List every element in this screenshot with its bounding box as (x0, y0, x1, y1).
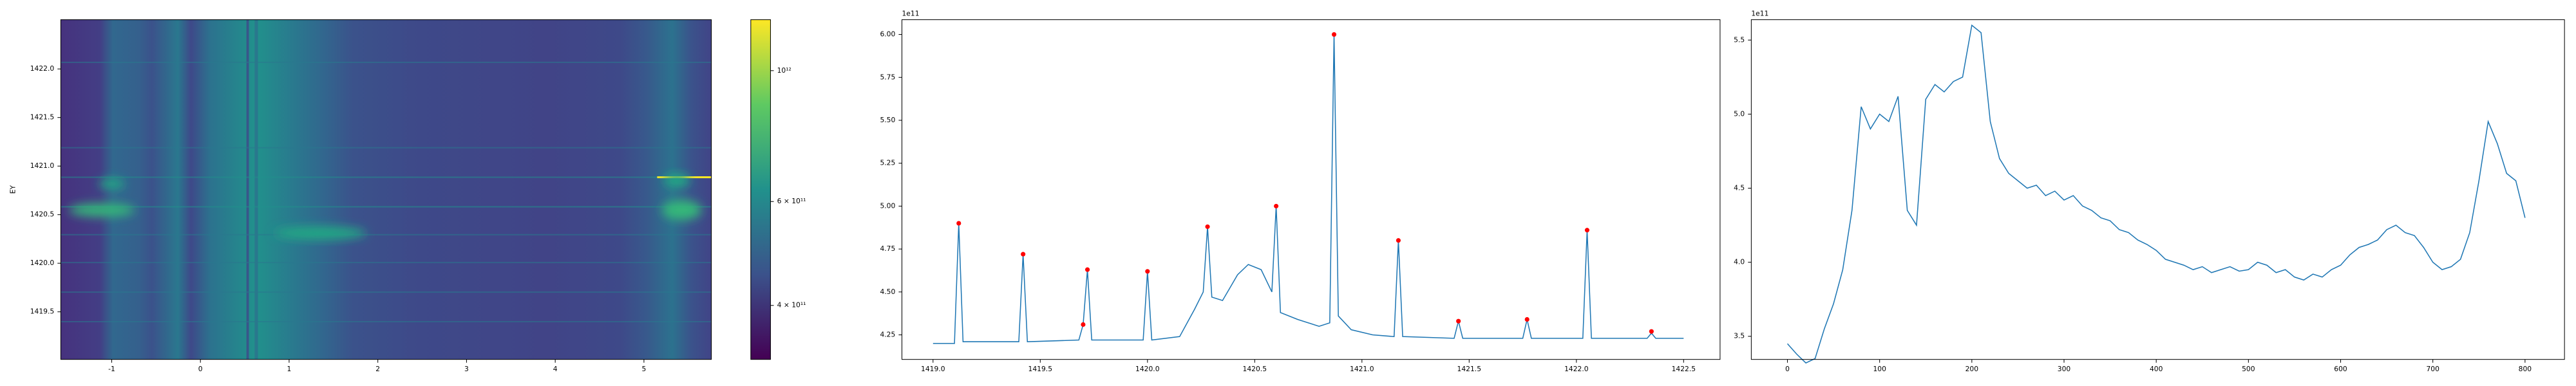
x-tick-label: 1419.5 (1028, 365, 1052, 373)
x-tick-label: 1420.5 (1243, 365, 1267, 373)
y-tick-label: 1422.0 (30, 64, 55, 73)
y-tick-label: 3.5 (1734, 332, 1745, 340)
peak-marker (956, 221, 961, 226)
y-tick-label: 4.25 (880, 331, 895, 339)
x-tick-label: 700 (2426, 365, 2439, 373)
line (933, 34, 1684, 344)
x-tick-label: 300 (2058, 365, 2071, 373)
y-tick-label: 5.0 (1734, 109, 1745, 118)
y-tick-label: 5.00 (880, 201, 895, 210)
peak-marker (1081, 322, 1086, 327)
y-tick-label: 1420.0 (30, 259, 55, 267)
peak-marker (1331, 32, 1337, 37)
y-tick-label: 4.0 (1734, 258, 1745, 266)
offset-label: 1e11 (1751, 10, 1768, 18)
x-tick-label: 0 (1785, 365, 1790, 373)
heatmap-image (61, 19, 712, 360)
x-tick-label: 400 (2150, 365, 2163, 373)
peak-marker (1584, 228, 1590, 233)
colorbar-tick-label: 6 × 10¹¹ (777, 197, 806, 205)
line (1786, 24, 2526, 364)
x-tick-label: 1420.0 (1135, 365, 1160, 373)
y-tick-label: 1421.0 (30, 161, 55, 170)
peak-marker (1649, 329, 1654, 334)
colorbar-tick-label: 10¹² (777, 66, 791, 75)
y-tick-label: 5.75 (880, 73, 895, 81)
x-tick-label: 2 (375, 365, 380, 373)
x-tick-label: 1422.5 (1672, 365, 1696, 373)
y-tick-label: 6.00 (880, 30, 895, 39)
x-tick-label: 600 (2334, 365, 2347, 373)
x-tick-label: 1 (287, 365, 292, 373)
x-tick-label: 800 (2519, 365, 2532, 373)
x-tick-label: 3 (464, 365, 469, 373)
y-tick-label: 4.50 (880, 288, 895, 296)
x-tick-label: 200 (1965, 365, 1979, 373)
axes-frame (60, 19, 712, 360)
x-tick-label: 1419.0 (921, 365, 945, 373)
x-tick-label: 5 (642, 365, 647, 373)
x-tick-label: 1421.0 (1350, 365, 1374, 373)
axes-frame (1750, 19, 2565, 360)
y-tick-label: 1420.5 (30, 210, 54, 219)
y-tick-label: 5.5 (1734, 35, 1745, 44)
y-tick-label: 5.25 (880, 159, 895, 167)
x-tick-label: 500 (2242, 365, 2255, 373)
peak-marker (1084, 267, 1090, 272)
peak-marker (1205, 224, 1210, 229)
peak-marker (1274, 203, 1279, 208)
offset-label: 1e11 (902, 10, 920, 18)
peak-marker (1021, 252, 1026, 257)
y-tick-label: 5.50 (880, 116, 895, 124)
x-tick-label: 1422.0 (1564, 365, 1589, 373)
y-tick-label: 1421.5 (30, 113, 54, 122)
y-tick-label: 4.5 (1734, 184, 1745, 192)
peak-marker (1145, 269, 1150, 274)
y-tick-label: 1419.5 (30, 308, 54, 316)
x-tick-label: 4 (553, 365, 558, 373)
colorbar (750, 19, 771, 360)
peak-marker (1396, 238, 1401, 243)
y-tick-label: 4.75 (880, 244, 895, 253)
axes-frame (902, 19, 1721, 360)
y-axis-label: EY (8, 185, 17, 194)
colorbar-tick-label: 4 × 10¹¹ (777, 301, 806, 309)
peak-marker (1456, 318, 1461, 324)
x-tick-label: 0 (198, 365, 203, 373)
peak-marker (1524, 317, 1530, 322)
x-tick-label: 100 (1873, 365, 1886, 373)
x-tick-label: 1421.5 (1457, 365, 1481, 373)
x-tick-label: -1 (108, 365, 115, 373)
